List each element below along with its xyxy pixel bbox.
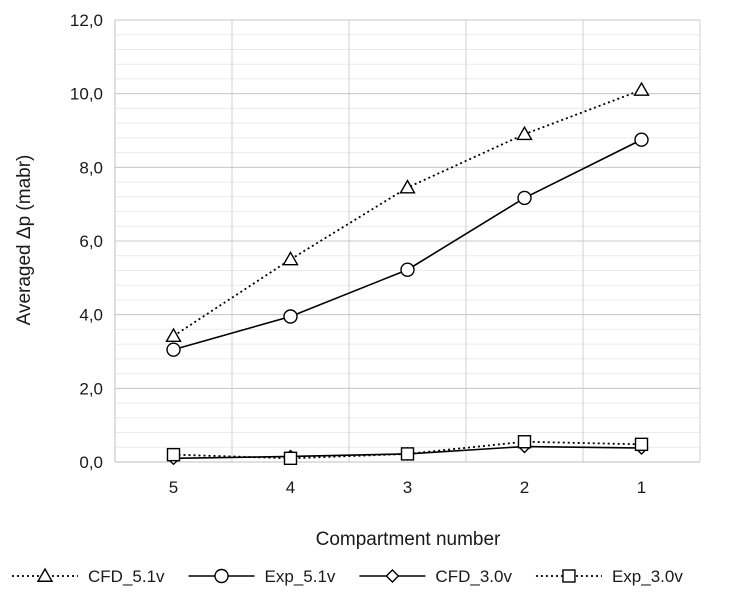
x-tick-label: 1 [637,478,646,497]
triangle-marker [282,251,299,266]
y-axis-title: Averaged Δp (mabr) [14,155,35,326]
legend-item: CFD_3.0v [359,567,512,586]
legend-label: CFD_3.0v [435,567,512,586]
square-marker [634,437,649,452]
circle-marker [634,132,649,147]
square-marker [562,569,576,583]
legend: CFD_5.1v Exp_5.1v CFD_3.0v Exp_3.0v [12,567,683,586]
series-line [173,89,642,337]
square-marker [400,447,415,461]
series-line [173,440,642,460]
series-exp-3-0v [166,435,649,466]
x-tick-label: 5 [169,478,178,497]
square-marker [166,447,181,462]
series-line [173,138,642,351]
x-tick-label: 4 [286,478,295,497]
triangle-marker [165,327,182,342]
circle-marker [517,190,532,206]
axes [114,20,700,463]
series-group [165,81,650,466]
x-tick-label: 3 [403,478,412,497]
square-marker [517,435,532,449]
y-tick-label: 10,0 [70,85,103,104]
legend-label: CFD_5.1v [88,567,165,586]
y-tick-labels: 0,0 2,0 4,0 6,0 8,0 10,0 12,0 [70,11,103,472]
diamond-marker [385,569,400,583]
circle-marker [166,342,181,357]
y-tick-label: 2,0 [79,379,103,398]
x-tick-label: 2 [520,478,529,497]
y-tick-label: 0,0 [79,453,103,472]
triangle-marker [36,567,54,582]
legend-label: Exp_3.0v [612,567,683,586]
triangle-marker [633,81,650,96]
legend-item: Exp_3.0v [535,567,683,586]
legend-item: Exp_5.1v [188,567,336,586]
y-tick-label: 8,0 [79,158,103,177]
square-marker [283,451,298,466]
triangle-marker [516,125,533,141]
y-tick-label: 6,0 [79,232,103,251]
y-tick-label: 12,0 [70,11,103,30]
x-tick-labels: 5 4 3 2 1 [169,478,646,497]
series-exp-5-1v [166,132,649,357]
x-axis-title: Compartment number [316,529,501,550]
circle-marker [214,568,229,584]
circle-marker [400,262,415,277]
circle-marker [283,309,298,324]
legend-label: Exp_5.1v [265,567,336,586]
series-cfd-5-1v [165,81,650,342]
legend-item: CFD_5.1v [12,567,165,586]
y-tick-label: 4,0 [79,306,103,325]
gridlines [114,19,701,463]
triangle-marker [399,179,416,194]
